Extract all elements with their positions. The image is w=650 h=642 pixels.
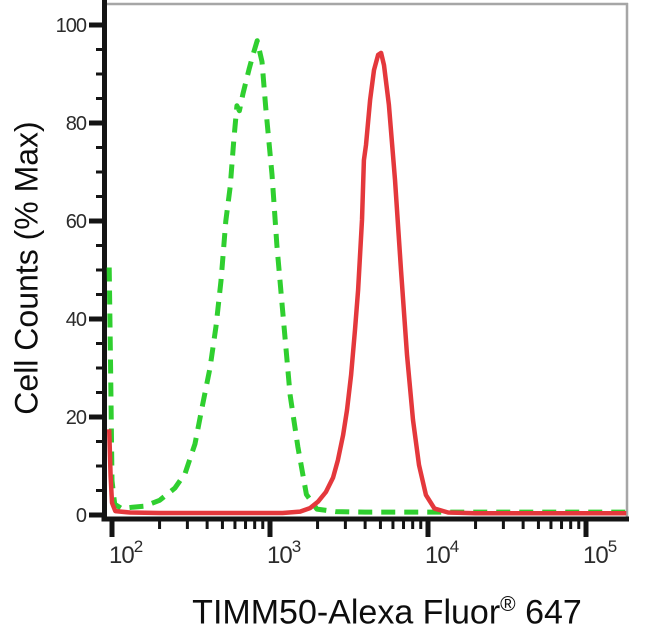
x-axis-title-suffix: 647 <box>515 593 582 632</box>
x-tick-label: 102 <box>109 537 143 569</box>
x-tick-label: 105 <box>583 537 617 569</box>
x-axis-title-main: TIMM50-Alexa Fluor <box>192 593 501 632</box>
x-axis-ticks <box>109 521 589 537</box>
red-solid-curve <box>106 50 627 516</box>
x-tick-labels: 102 103 104 105 <box>109 537 618 569</box>
green-dashed-curve <box>106 38 627 515</box>
y-axis-title: Cell Counts (% Max) <box>8 121 45 415</box>
y-tick-label: 80 <box>66 113 87 135</box>
y-tick-label: 60 <box>66 211 87 233</box>
y-tick-label: 100 <box>56 15 87 37</box>
registered-trademark-symbol: ® <box>500 593 516 617</box>
y-axis-ticks <box>89 22 104 518</box>
y-tick-label: 20 <box>66 407 87 429</box>
y-tick-label: 40 <box>66 309 87 331</box>
curves <box>106 38 627 516</box>
plot-frame <box>104 2 629 520</box>
y-tick-label: 0 <box>76 505 87 527</box>
axes <box>101 0 629 522</box>
y-tick-labels: 0 20 40 60 80 100 <box>56 15 88 527</box>
x-axis-title: TIMM50-Alexa Fluor® 647 <box>192 594 582 633</box>
x-tick-label: 103 <box>267 537 301 569</box>
x-tick-label: 104 <box>425 537 459 569</box>
